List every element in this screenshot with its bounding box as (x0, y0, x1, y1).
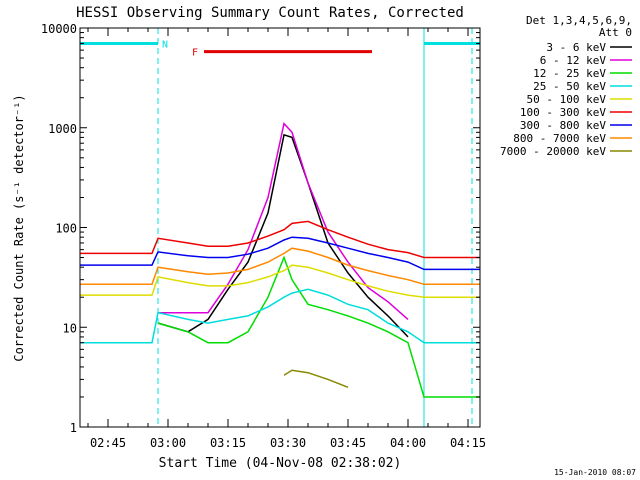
x-tick-label: 03:00 (150, 436, 186, 450)
legend-entry-label: 25 - 50 keV (533, 80, 606, 93)
legend-entry-label: 12 - 25 keV (533, 67, 606, 80)
series-line (80, 247, 480, 285)
legend-entry-label: 50 - 100 keV (527, 93, 607, 106)
x-tick-label: 03:45 (330, 436, 366, 450)
series-line (158, 122, 409, 320)
x-tick-label: 04:15 (450, 436, 486, 450)
series-line (283, 369, 349, 388)
series-line (157, 255, 480, 398)
x-tick-label: 03:15 (210, 436, 246, 450)
x-tick-label: 02:45 (90, 436, 126, 450)
chart-title: HESSI Observing Summary Count Rates, Cor… (76, 5, 464, 21)
series-line (80, 264, 480, 298)
legend-entry-label: 100 - 300 keV (520, 106, 606, 119)
legend-entry-label: 6 - 12 keV (540, 54, 607, 67)
flare-marker-label: F (192, 48, 198, 59)
legend-entry-label: 300 - 800 keV (520, 119, 606, 132)
y-tick-label: 10000 (41, 22, 77, 36)
legend-entry-label: 7000 - 20000 keV (500, 145, 606, 158)
series-line (80, 288, 480, 344)
y-axis-label: Corrected Count Rate (s⁻¹ detector⁻¹) (12, 94, 26, 361)
y-axis: 1 10 100 1000 10000 (41, 22, 480, 435)
legend-header-1: Det 1,3,4,5,6,9, (526, 14, 632, 27)
x-tick-label: 04:00 (390, 436, 426, 450)
series-line (80, 220, 480, 259)
legend-entry-label: 800 - 7000 keV (513, 132, 606, 145)
legend-entry-label: 3 - 6 keV (546, 41, 606, 54)
x-axis: 02:45 03:00 03:15 03:30 03:45 04:00 04:15 (87, 28, 486, 450)
night-marker-label: N (162, 39, 168, 50)
footer-timestamp: 15-Jan-2010 08:07 (554, 468, 636, 477)
y-tick-label: 1000 (48, 122, 77, 136)
y-tick-label: 1 (70, 421, 77, 435)
legend-header-2: Att 0 (599, 26, 632, 39)
x-axis-label: Start Time (04-Nov-08 02:38:02) (159, 456, 402, 471)
y-tick-label: 10 (63, 321, 77, 335)
x-tick-label: 03:30 (270, 436, 306, 450)
plot-frame (79, 27, 481, 428)
series-line (157, 133, 409, 338)
series-line (80, 236, 480, 271)
y-tick-label: 100 (55, 222, 77, 236)
